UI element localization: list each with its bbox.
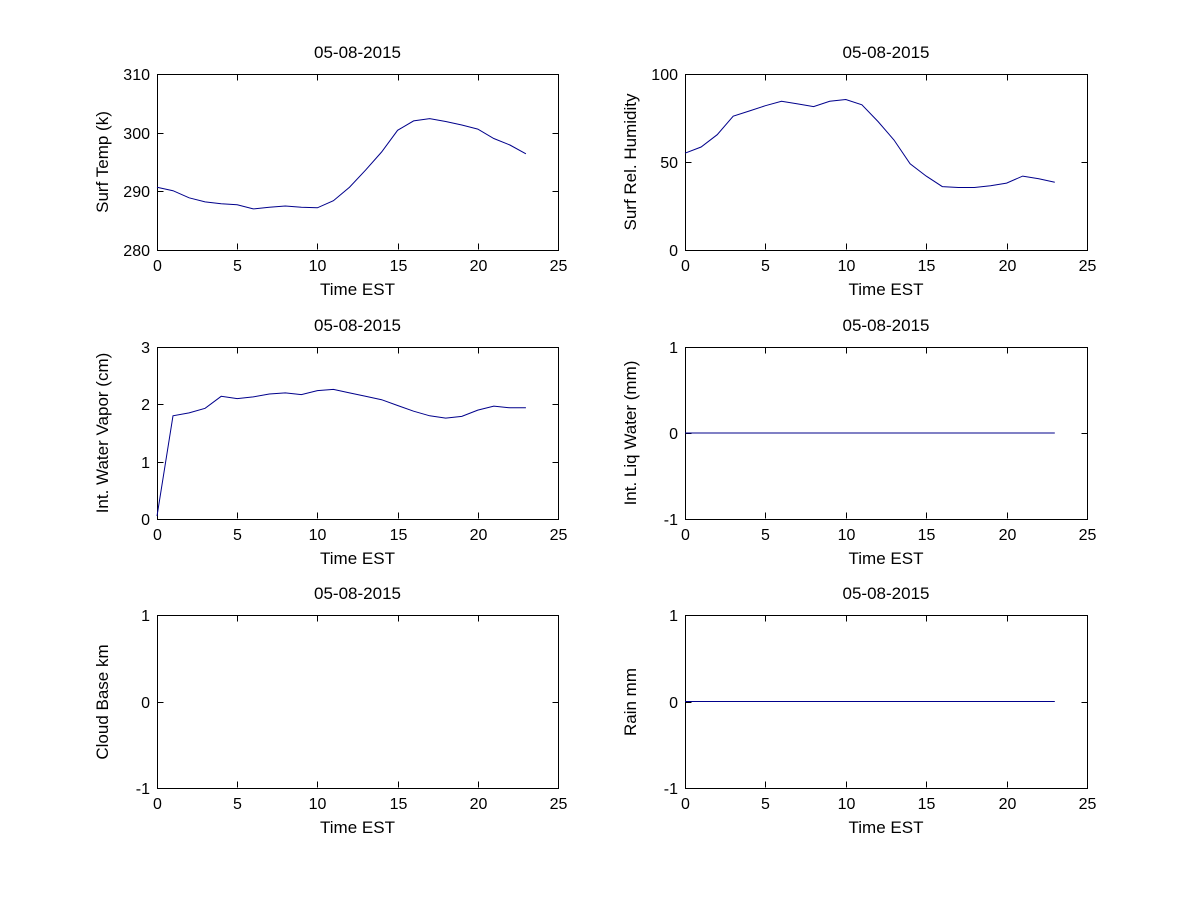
y-tick-label: -1	[136, 781, 150, 798]
y-tick-label: -1	[664, 781, 678, 798]
subplot-surf-rel-humidity: 05-08-2015 Surf Rel. Humidity 0 5 10 15 20 25…	[565, 40, 1117, 330]
x-tick-label: 15	[918, 796, 936, 813]
x-tick-label: 5	[233, 258, 242, 275]
plot-title: 05-08-2015	[842, 584, 930, 603]
axes-area: 0 5 10 15 20 25-101	[664, 608, 1097, 813]
y-tick-label: 100	[651, 67, 678, 84]
x-axis-label: Time EST	[320, 280, 395, 299]
x-tick-label: 15	[918, 258, 936, 275]
y-tick-label: 1	[669, 340, 678, 357]
y-tick-label: 1	[141, 608, 150, 625]
x-tick-label: 20	[999, 258, 1017, 275]
x-tick-label: 10	[838, 258, 856, 275]
y-tick-label: -1	[664, 512, 678, 529]
x-axis-label: Time EST	[320, 818, 395, 837]
x-tick-label: 10	[838, 796, 856, 813]
y-tick-label: 2	[141, 397, 150, 414]
y-tick-label: 280	[123, 243, 150, 260]
x-tick-label: 0	[681, 796, 690, 813]
plot-title: 05-08-2015	[842, 43, 930, 62]
x-tick-label: 25	[550, 527, 568, 544]
y-tick-label: 0	[669, 426, 678, 443]
x-tick-label: 5	[233, 527, 242, 544]
x-tick-label: 20	[999, 527, 1017, 544]
y-tick-label: 1	[141, 455, 150, 472]
x-tick-label: 20	[470, 527, 488, 544]
data-line	[156, 118, 527, 210]
x-axis-label: Time EST	[848, 549, 924, 568]
x-tick-label: 10	[309, 796, 327, 813]
axes-area: 0 5 10 15 20 25-101	[136, 608, 568, 813]
subplot-surf-temp: 05-08-2015 Surf Temp (k) 0 5 10 15 20 25 280 29…	[37, 40, 588, 330]
x-tick-label: 20	[470, 258, 488, 275]
x-tick-label: 5	[233, 796, 242, 813]
axes-area: 0 5 10 15 20 25 280 290 300 310	[123, 67, 568, 275]
y-tick-label: 0	[141, 695, 150, 712]
y-tick-label: 290	[123, 184, 150, 201]
x-tick-label: 20	[470, 796, 488, 813]
plot-title: 05-08-2015	[314, 316, 401, 335]
x-tick-label: 15	[390, 258, 408, 275]
x-tick-label: 25	[550, 796, 568, 813]
y-tick-label: 300	[123, 126, 150, 143]
plot-title: 05-08-2015	[842, 316, 930, 335]
data-line	[156, 388, 526, 517]
x-tick-label: 10	[309, 258, 327, 275]
axes-box	[157, 615, 559, 789]
x-tick-label: 5	[761, 258, 770, 275]
x-tick-label: 5	[761, 796, 770, 813]
x-axis-label: Time EST	[320, 549, 395, 568]
x-tick-label: 0	[153, 258, 162, 275]
y-tick-label: 310	[123, 67, 150, 84]
x-tick-label: 5	[761, 527, 770, 544]
axes-area: 0 5 10 15 20 25-101	[664, 340, 1097, 544]
axes-box	[685, 74, 1088, 251]
x-tick-label: 0	[153, 796, 162, 813]
y-tick-label: 1	[669, 608, 678, 625]
x-tick-label: 25	[1079, 527, 1097, 544]
x-tick-label: 25	[1079, 258, 1097, 275]
x-tick-label: 25	[550, 258, 568, 275]
y-tick-label: 50	[660, 155, 678, 172]
x-tick-label: 15	[918, 527, 936, 544]
axes-box	[157, 74, 559, 251]
plot-title: 05-08-2015	[314, 43, 401, 62]
x-tick-label: 0	[681, 527, 690, 544]
subplot-int-water-vapor: 05-08-2015 Int. Water Vapor (cm) 0 5 10 15 2…	[37, 313, 588, 599]
x-tick-label: 20	[999, 796, 1017, 813]
x-tick-label: 0	[681, 258, 690, 275]
x-tick-label: 0	[153, 527, 162, 544]
y-tick-label: 3	[141, 340, 150, 357]
plot-title: 05-08-2015	[314, 584, 401, 603]
x-tick-label: 25	[1079, 796, 1097, 813]
x-tick-label: 15	[390, 796, 408, 813]
y-tick-label: 0	[669, 243, 678, 260]
x-tick-label: 10	[309, 527, 327, 544]
subplot-rain: 05-08-2015 Rain mm 0 5 10 15 20 25 -1 0 1 Time E…	[565, 581, 1117, 868]
data-line	[684, 98, 1055, 188]
axes-box	[157, 347, 559, 520]
subplot-cloud-base: 05-08-2015 Cloud Base km 0 5 10 15 20 25 -1 0 1 …	[37, 581, 588, 868]
y-tick-label: 0	[669, 695, 678, 712]
x-tick-label: 15	[390, 527, 408, 544]
subplot-int-liq-water: 05-08-2015 Int. Liq Water (mm) 0 5 10 15 20 2…	[565, 313, 1117, 599]
y-tick-label: 0	[141, 512, 150, 529]
x-tick-label: 10	[838, 527, 856, 544]
axes-area: 0 5 10 15 20 25 0 1 2 3	[141, 340, 568, 544]
x-axis-label: Time EST	[848, 818, 924, 837]
axes-area: 0 5 10 15 20 25 0 50 100	[651, 67, 1097, 275]
x-axis-label: Time EST	[848, 280, 924, 299]
